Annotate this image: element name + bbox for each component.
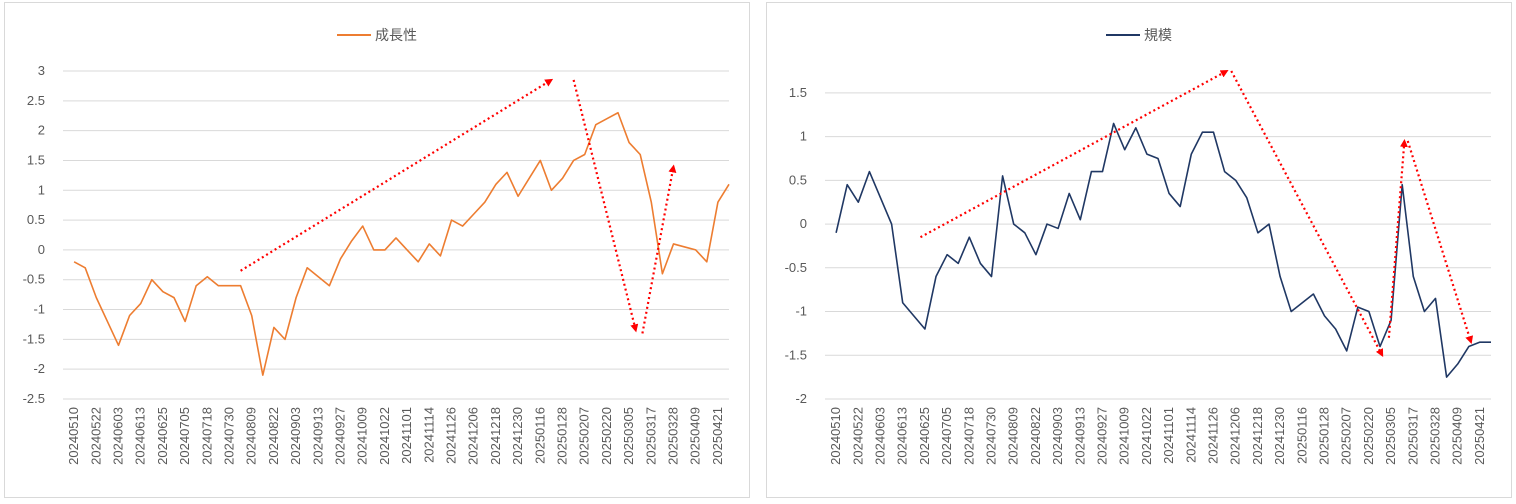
scale-ytick-label: -2 bbox=[795, 391, 807, 406]
scale-xtick-label: 20240510 bbox=[828, 407, 843, 465]
scale-ytick-label: 0 bbox=[800, 216, 807, 231]
growth-xtick-label: 20241218 bbox=[488, 407, 503, 465]
growth-xtick-label: 20250409 bbox=[688, 407, 703, 465]
growth-ytick-label: 1.5 bbox=[27, 152, 45, 167]
growth-xtick-label: 20250317 bbox=[643, 407, 658, 465]
scale-xtick-label: 20241022 bbox=[1139, 407, 1154, 465]
growth-ytick-label: 2.5 bbox=[27, 93, 45, 108]
growth-xtick-label: 20240913 bbox=[310, 407, 325, 465]
growth-xtick-label: 20250328 bbox=[666, 407, 681, 465]
growth-xtick-label: 20241206 bbox=[466, 407, 481, 465]
scale-xtick-label: 20240522 bbox=[850, 407, 865, 465]
growth-chart-panel: 成長性 3 2.5 2 1.5 1 0.5 0 -0.5 -1 -1.5 -2 -2.5 2024051… bbox=[4, 2, 750, 498]
growth-ytick-label: 0 bbox=[38, 242, 45, 257]
growth-xtick-label: 20240903 bbox=[288, 407, 303, 465]
growth-xtick-label: 20250305 bbox=[621, 407, 636, 465]
scale-ytick-label: 0.5 bbox=[789, 172, 807, 187]
scale-xtick-label: 20240927 bbox=[1095, 407, 1110, 465]
growth-xtick-label: 20240510 bbox=[66, 407, 81, 465]
scale-xtick-label: 20241101 bbox=[1161, 407, 1176, 464]
growth-ytick-label: -2.5 bbox=[23, 391, 45, 406]
scale-xtick-label: 20250305 bbox=[1383, 407, 1398, 465]
scale-legend-label: 規模 bbox=[1144, 27, 1172, 43]
scale-trend-arrow bbox=[1230, 70, 1384, 358]
scale-ytick-label: -1 bbox=[795, 304, 807, 319]
growth-xtick-label: 20250220 bbox=[599, 407, 614, 465]
growth-ytick-label: 2 bbox=[38, 123, 45, 138]
growth-ytick-label: 3 bbox=[38, 63, 45, 78]
scale-xtick-label: 20241206 bbox=[1228, 407, 1243, 465]
growth-xtick-label: 20240809 bbox=[244, 407, 259, 465]
scale-xtick-label: 20250317 bbox=[1405, 407, 1420, 465]
growth-ytick-label: -0.5 bbox=[23, 272, 45, 287]
growth-xtick-label: 20240625 bbox=[155, 407, 170, 465]
growth-trend-arrow bbox=[572, 79, 639, 333]
scale-xtick-label: 20240603 bbox=[873, 407, 888, 465]
scale-xtick-label: 20250128 bbox=[1317, 407, 1332, 465]
scale-trend-arrow bbox=[1387, 138, 1408, 338]
scale-xtick-label: 20240913 bbox=[1072, 407, 1087, 465]
scale-xtick-label: 20240625 bbox=[917, 407, 932, 465]
scale-xtick-label: 20250220 bbox=[1361, 407, 1376, 465]
scale-trend-arrow bbox=[919, 70, 1229, 239]
scale-legend-swatch bbox=[1106, 34, 1140, 37]
scale-xtick-label: 20241230 bbox=[1272, 407, 1287, 465]
scale-xtick-label: 20250409 bbox=[1450, 407, 1465, 465]
scale-xtick-label: 20250328 bbox=[1428, 407, 1443, 465]
growth-series-line bbox=[73, 111, 730, 376]
growth-trend-arrow bbox=[641, 164, 677, 334]
scale-xtick-label: 20241114 bbox=[1183, 407, 1198, 463]
growth-xtick-label: 20240613 bbox=[133, 407, 148, 465]
scale-xtick-label: 20240730 bbox=[984, 407, 999, 465]
scale-xtick-label: 20241126 bbox=[1206, 407, 1221, 464]
scale-ytick-label: 1.5 bbox=[789, 85, 807, 100]
growth-ytick-label: -1 bbox=[33, 302, 45, 317]
growth-xtick-label: 20240927 bbox=[333, 407, 348, 465]
scale-xtick-label: 20241218 bbox=[1250, 407, 1265, 465]
growth-xtick-label: 20240822 bbox=[266, 407, 281, 465]
scale-xtick-label: 20240822 bbox=[1028, 407, 1043, 465]
growth-xtick-label: 20241230 bbox=[510, 407, 525, 465]
growth-trend-arrow bbox=[240, 78, 554, 272]
growth-xtick-label: 20250128 bbox=[555, 407, 570, 465]
scale-trend-arrow bbox=[1406, 140, 1474, 345]
growth-xtick-label: 20241009 bbox=[355, 407, 370, 465]
scale-xtick-label: 20241009 bbox=[1117, 407, 1132, 465]
scale-xtick-label: 20240705 bbox=[939, 407, 954, 465]
scale-xtick-label: 20250421 bbox=[1472, 407, 1487, 465]
scale-xtick-label: 20250207 bbox=[1339, 407, 1354, 465]
growth-xtick-label: 20240522 bbox=[88, 407, 103, 465]
growth-xtick-label: 20250421 bbox=[710, 407, 725, 465]
scale-chart-plot: 1.5 1 0.5 0 -0.5 -1 -1.5 -2 20240510 20240522 2024… bbox=[785, 70, 1491, 465]
scale-ytick-label: 1 bbox=[800, 129, 807, 144]
growth-xtick-label: 20241114 bbox=[421, 407, 436, 463]
growth-xtick-label: 20241101 bbox=[399, 407, 414, 464]
scale-legend: 規模 bbox=[767, 25, 1511, 45]
growth-xtick-label: 20241022 bbox=[377, 407, 392, 465]
scale-chart-panel: 規模 1.5 1 0.5 0 -0.5 -1 -1.5 -2 20240510 20240522 2… bbox=[766, 2, 1512, 498]
growth-xtick-label: 20241126 bbox=[444, 407, 459, 464]
scale-xtick-label: 20240809 bbox=[1006, 407, 1021, 465]
growth-ytick-label: -1.5 bbox=[23, 331, 45, 346]
scale-ytick-label: -0.5 bbox=[785, 260, 807, 275]
growth-chart-plot: 3 2.5 2 1.5 1 0.5 0 -0.5 -1 -1.5 -2 -2.5 20240510 202… bbox=[23, 63, 730, 465]
growth-legend-label: 成長性 bbox=[375, 27, 417, 43]
growth-xtick-label: 20240603 bbox=[111, 407, 126, 465]
growth-ytick-label: 1 bbox=[38, 182, 45, 197]
growth-xtick-label: 20250116 bbox=[532, 407, 547, 464]
scale-ytick-label: -1.5 bbox=[785, 347, 807, 362]
scale-xtick-label: 20240613 bbox=[895, 407, 910, 465]
scale-xtick-label: 20240903 bbox=[1050, 407, 1065, 465]
growth-ytick-label: 0.5 bbox=[27, 212, 45, 227]
scale-xtick-label: 20240718 bbox=[961, 407, 976, 465]
growth-xtick-label: 20250207 bbox=[577, 407, 592, 465]
growth-ytick-label: -2 bbox=[33, 361, 45, 376]
scale-xtick-label: 20250116 bbox=[1294, 407, 1309, 464]
growth-legend-swatch bbox=[337, 34, 371, 37]
scale-series-line bbox=[835, 122, 1491, 378]
growth-legend: 成長性 bbox=[5, 25, 749, 45]
growth-xtick-label: 20240730 bbox=[222, 407, 237, 465]
growth-xtick-label: 20240718 bbox=[199, 407, 214, 465]
growth-xtick-label: 20240705 bbox=[177, 407, 192, 465]
